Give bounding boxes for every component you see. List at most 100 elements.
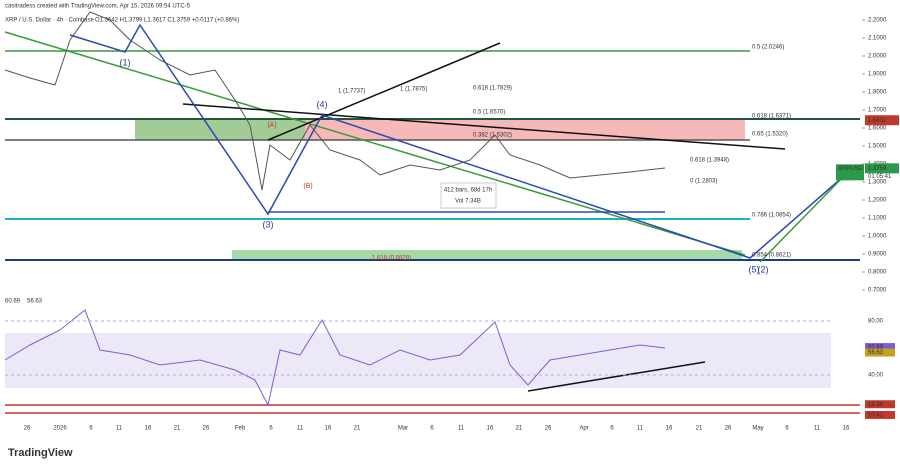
rsi-path <box>4 309 666 407</box>
price-tick-label: 2.1000 <box>868 36 887 42</box>
fib-label: 0.65 (1.5320) <box>752 132 788 138</box>
rsi-badge <box>865 410 895 419</box>
measure-bars: 412 bars, 68d 17h <box>444 188 492 194</box>
time-label: May <box>752 426 763 432</box>
ohlc: O1.3642 H1.3799 L1.3617 C1.3759 +0.0117 … <box>95 18 239 24</box>
wave-label: (A) <box>267 122 276 129</box>
rsi-band <box>5 333 831 388</box>
trend-line <box>4 31 746 256</box>
time-label: 16 <box>666 426 673 432</box>
wave-label: (B) <box>303 183 312 190</box>
wave-label: (4) <box>317 99 328 109</box>
price-path <box>4 11 666 191</box>
fib-label: 0.618 (1.7829) <box>473 86 512 92</box>
time-label: 16 <box>325 426 332 432</box>
wave-label: (3) <box>263 219 274 229</box>
time-label: 16 <box>487 426 494 432</box>
price-tick-label: 2.2000 <box>868 18 887 24</box>
trend-line <box>182 103 786 150</box>
price-tick-label: 0.7000 <box>868 288 887 294</box>
rsi-badge <box>865 348 895 357</box>
price-tick-label: 1.3000 <box>868 180 887 186</box>
time-label: 6 <box>89 426 93 432</box>
time-label: Apr <box>579 426 588 432</box>
price-tick-label: 1.8000 <box>868 90 887 96</box>
price-badge <box>865 163 899 174</box>
brand: TradingView <box>8 447 73 459</box>
symbol-badge <box>836 164 864 181</box>
fib-label: 0.5 (2.0246) <box>752 45 784 51</box>
wave-label: (1) <box>120 57 131 67</box>
symbol-badge-label: XRPUSD <box>838 166 864 172</box>
price-tick-label: 1.6000 <box>868 126 887 132</box>
price-tick-label: 1.7000 <box>868 108 887 114</box>
time-label: 26 <box>545 426 552 432</box>
fib-label: 1 (1.7737) <box>338 89 365 95</box>
price-badge-label: 1.3759 <box>868 166 887 172</box>
rsi-trend <box>527 361 706 392</box>
time-label: Mar <box>398 426 408 432</box>
time-label: 6 <box>269 426 273 432</box>
rsi-tick-label: 40.00 <box>868 373 884 379</box>
time-label: 21 <box>354 426 361 432</box>
price-tick-label: 2.0000 <box>868 54 887 60</box>
price-tick-label: 1.2000 <box>868 198 887 204</box>
time-label: 6 <box>785 426 789 432</box>
measure-vol: Vol 7.34B <box>455 199 481 205</box>
time-label: 21 <box>174 426 181 432</box>
rsi-legend: 60.69 <box>5 299 21 305</box>
projection <box>759 174 846 263</box>
time-label: 6 <box>430 426 434 432</box>
time-label: Feb <box>235 426 246 432</box>
rsi-badge-label: 10.41 <box>868 413 884 419</box>
time-label: 11 <box>297 426 304 432</box>
time-label: 6 <box>610 426 614 432</box>
price-badge <box>865 115 899 126</box>
rsi-badge-label: 56.63 <box>868 350 884 356</box>
wave-label: (5) <box>749 264 760 274</box>
fib-label: 1 (1.7875) <box>400 87 427 93</box>
fib-label: 1.618 (0.8829) <box>372 256 411 262</box>
rsi-badge <box>865 343 895 352</box>
time-label: 21 <box>696 426 703 432</box>
fib-label: 0.382 (1.5302) <box>473 133 512 139</box>
fib-label: 0.786 (1.0854) <box>752 213 791 219</box>
measure-box <box>440 182 497 209</box>
rsi-legend: 56.63 <box>27 299 43 305</box>
price-tick-label: 0.9000 <box>868 252 887 258</box>
price-tick-label: 0.8000 <box>868 270 887 276</box>
time-label: 11 <box>458 426 465 432</box>
time-label: 16 <box>145 426 152 432</box>
rsi-tick-label: 80.00 <box>868 319 884 325</box>
price-badge-label: 1.6432 <box>868 118 887 124</box>
trend-line <box>267 42 501 141</box>
fib-label: 0.618 (1.6371) <box>752 114 791 120</box>
rsi-badge <box>865 400 895 409</box>
wave-path <box>69 23 846 259</box>
time-label: 26 <box>725 426 732 432</box>
credit: casitradess created with TradingView.com… <box>5 4 191 10</box>
price-tick-label: 1.0000 <box>868 234 887 240</box>
fib-label: 0.854 (0.8621) <box>752 253 791 259</box>
time-label: 11 <box>637 426 644 432</box>
fib-label: 0 (1.2803) <box>690 179 717 185</box>
time-label: 11 <box>814 426 821 432</box>
time-label: 16 <box>843 426 850 432</box>
time-label: 26 <box>24 426 31 432</box>
rsi-badge-label: 18.34 <box>868 402 884 408</box>
price-tick-label: 1.5000 <box>868 144 887 150</box>
symbol: XRP / U.S. Dollar · 4h · Coinbase <box>5 18 95 24</box>
rsi-badge-label: 60.69 <box>868 345 884 351</box>
wave-label: (2) <box>758 264 769 274</box>
green-zone <box>135 119 305 140</box>
countdown: 01:05:41 <box>868 174 892 180</box>
fib-label: 0.618 (1.3948) <box>690 158 729 164</box>
time-label: 11 <box>116 426 123 432</box>
price-tick-label: 1.1000 <box>868 216 887 222</box>
price-tick-label: 1.9000 <box>868 72 887 78</box>
time-label: 26 <box>203 426 210 432</box>
support-zone <box>232 250 742 259</box>
time-label: 2026 <box>53 426 67 432</box>
